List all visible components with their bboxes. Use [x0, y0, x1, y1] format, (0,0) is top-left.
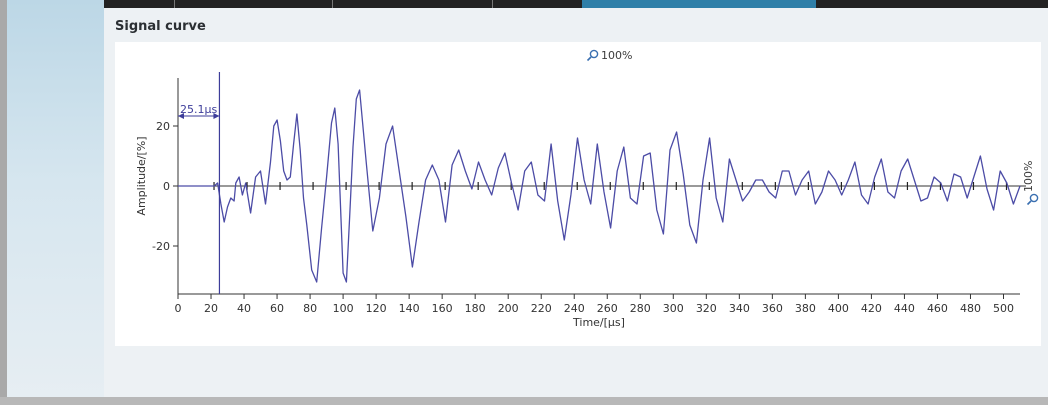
signal-curve-panel: Signal curve 100% 100% 0 20 40 60 80 100 120 14…	[104, 8, 1048, 405]
x-tick-label: 40	[237, 302, 251, 315]
zoom-magnifier-icon	[1026, 193, 1039, 206]
tab-strip	[104, 0, 1048, 8]
x-zoom-label: 100%	[601, 49, 632, 62]
x-tick-label: 440	[894, 302, 915, 315]
cursor-arrow-left	[178, 113, 184, 119]
x-tick-label: 280	[630, 302, 651, 315]
x-tick-label: 60	[270, 302, 284, 315]
x-zoom-control[interactable]: 100%	[586, 49, 633, 62]
zoom-magnifier-icon	[586, 49, 599, 62]
tab-active[interactable]	[582, 0, 816, 8]
tab-separator	[332, 0, 333, 8]
x-tick-label: 220	[531, 302, 552, 315]
x-tick-label: 260	[597, 302, 618, 315]
x-tick-label: 240	[564, 302, 585, 315]
x-tick-label: 420	[861, 302, 882, 315]
status-bar	[0, 397, 1048, 405]
x-tick-label: 360	[762, 302, 783, 315]
cursor-label: 25.1µs	[180, 103, 217, 116]
x-tick-label: 80	[303, 302, 317, 315]
x-tick-label: 400	[828, 302, 849, 315]
tab-separator	[174, 0, 175, 8]
x-tick-label: 200	[498, 302, 519, 315]
x-tick-label: 340	[729, 302, 750, 315]
x-tick-label: 500	[993, 302, 1014, 315]
signal-chart[interactable]: 100% 100% 0 20 40 60 80 100 120 140 160 180 200 220…	[115, 42, 1041, 346]
x-tick-label: 320	[696, 302, 717, 315]
x-tick-label: 180	[465, 302, 486, 315]
x-tick-label: 300	[663, 302, 684, 315]
y-tick-label: 0	[163, 180, 170, 193]
x-tick-label: 160	[432, 302, 453, 315]
signal-curve-line	[178, 89, 1021, 283]
y-tick-label: -20	[152, 240, 170, 253]
x-tick-label: 140	[399, 302, 420, 315]
x-tick-label: 20	[204, 302, 218, 315]
y-zoom-label: 100%	[1022, 161, 1035, 192]
tab-separator	[492, 0, 493, 8]
y-zoom-control[interactable]: 100%	[1022, 161, 1039, 206]
x-tick-label: 120	[366, 302, 387, 315]
x-tick-label: 460	[927, 302, 948, 315]
x-tick-label: 480	[960, 302, 981, 315]
x-tick-label: 0	[175, 302, 182, 315]
x-tick-label: 380	[795, 302, 816, 315]
window-edge	[0, 0, 7, 405]
panel-title: Signal curve	[115, 19, 206, 34]
y-tick-label: 20	[156, 120, 170, 133]
x-tick-label: 100	[333, 302, 354, 315]
navigation-sidebar	[0, 0, 105, 405]
chart-container: 100% 100% 0 20 40 60 80 100 120 140 160 180 200 220…	[115, 42, 1041, 346]
cursor-arrow-right	[213, 113, 220, 119]
y-axis-title: Amplitude/[%]	[135, 136, 148, 215]
x-axis-title: Time/[µs]	[572, 316, 625, 329]
